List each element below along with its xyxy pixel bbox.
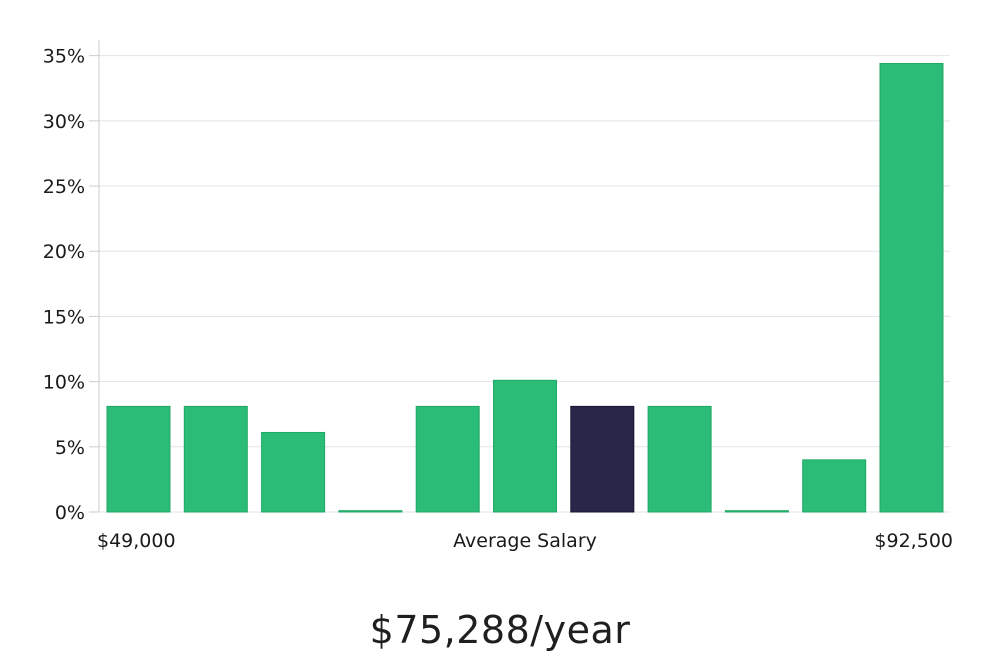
y-tick-label: 10% [43,372,85,394]
bar [415,405,480,513]
y-tick-labels: 0% 5% 10% 15% 20% 25% 30% 35% [43,46,99,524]
bars [106,62,944,513]
y-tick-label: 0% [55,502,85,524]
salary-histogram: 0% 5% 10% 15% 20% 25% 30% 35% $49,000 Average S… [43,40,953,552]
x-min-label: $49,000 [97,530,176,552]
y-tick-label: 15% [43,306,85,328]
bar [724,510,789,513]
bar [261,431,326,513]
average-salary-value: $75,288/year [369,608,631,652]
y-tick-label: 25% [43,176,85,198]
bar [802,459,867,513]
bar [106,405,171,513]
y-tick-label: 5% [55,437,85,459]
bar [183,405,248,513]
bar [647,405,712,513]
bar [338,510,403,513]
x-max-label: $92,500 [874,530,953,552]
y-tick-label: 35% [43,46,85,68]
x-center-label: Average Salary [453,530,597,552]
bar [879,62,944,513]
y-tick-label: 20% [43,241,85,263]
y-tick-label: 30% [43,111,85,133]
bar [493,379,557,513]
grid-lines [99,55,950,448]
bar-highlighted [570,405,635,513]
x-axis-labels: $49,000 Average Salary $92,500 [97,530,953,552]
